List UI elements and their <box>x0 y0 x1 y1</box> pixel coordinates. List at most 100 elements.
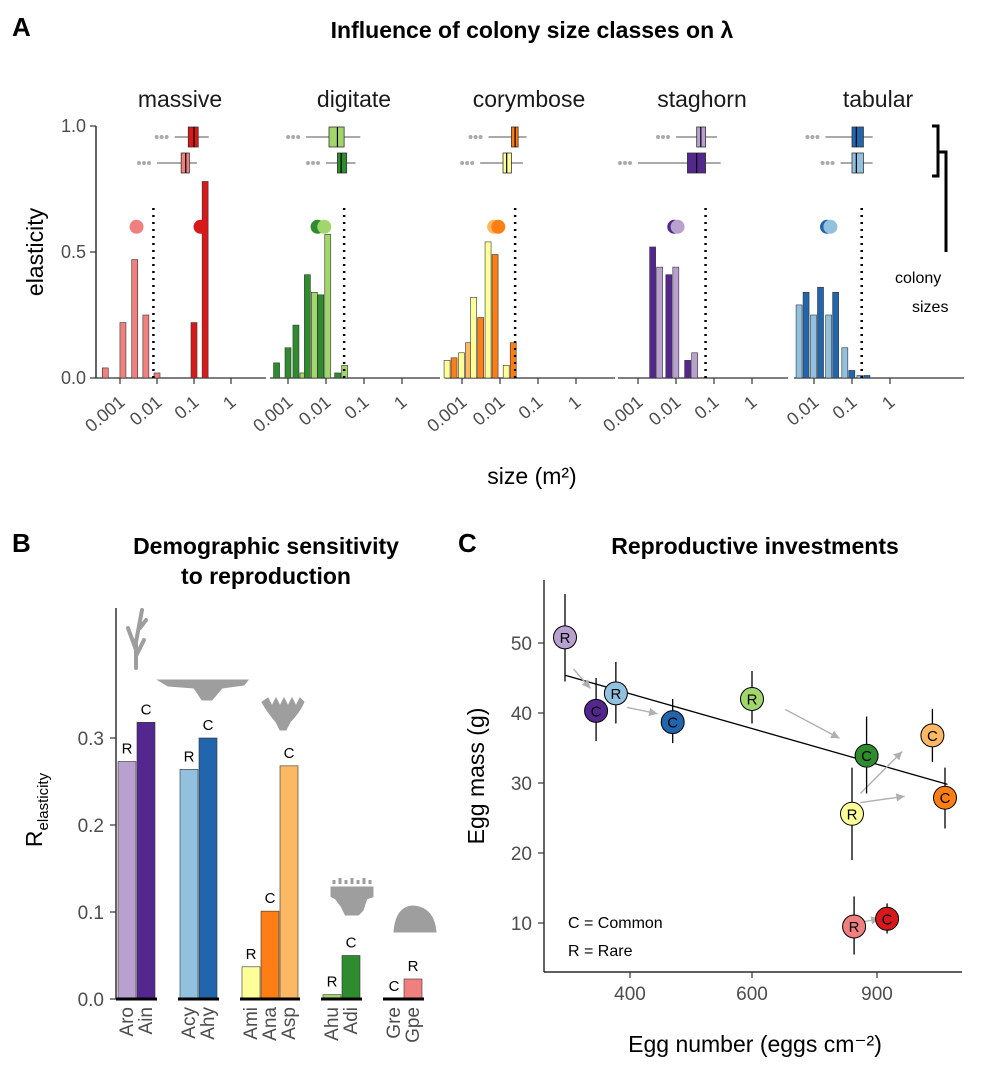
mean-size-point-Gre <box>193 219 208 234</box>
histogram-bar-Gpe <box>131 259 139 379</box>
boxplot-outlier <box>465 161 470 165</box>
panel-b-y-tick-label: 0.2 <box>78 816 104 837</box>
rate-bar-Ain <box>136 722 156 1000</box>
panel-c-y-tick-label: 30 <box>511 774 532 795</box>
boxplot-outlier <box>311 161 315 165</box>
panel-c-y-tick-label: 40 <box>511 704 532 725</box>
facet-label-tabular: tabular <box>843 86 914 112</box>
histogram-bar-Gpe <box>142 314 150 379</box>
panel-b-y-label: R <box>21 830 47 847</box>
mean-size-point-Ahu <box>317 219 332 234</box>
species-point-label-Gpe: R <box>849 919 860 936</box>
histogram-bar-Ahu <box>324 234 332 379</box>
boxplot-box-Acy <box>851 152 864 174</box>
facet-x-tick-label: 0.01 <box>126 392 166 430</box>
species-label-Ahu: Ahu <box>322 1007 343 1041</box>
histogram-bar-Gre <box>190 322 198 379</box>
species-pair-arrow <box>859 751 903 794</box>
species-point-label-Ain: C <box>591 703 602 720</box>
species-pair-arrow <box>860 793 905 804</box>
species-label-Adi: Adi <box>341 1007 362 1034</box>
histogram-bar-Ami <box>470 297 477 379</box>
facet-x-tick-label: 0.01 <box>645 392 685 430</box>
histogram-bar-Adi <box>292 324 300 379</box>
panel-c-x-label: Egg number (eggs cm⁻²) <box>628 1031 882 1057</box>
boxplot-outlier <box>628 161 632 165</box>
histogram-bar-Aro <box>691 352 698 379</box>
boxplot-outlier <box>810 135 815 139</box>
histogram-bar-Gpe <box>101 367 109 379</box>
panel-a-y-tick-label: 1.0 <box>61 116 86 136</box>
histogram-bar-Ami <box>443 360 451 379</box>
species-point-Gpe <box>842 914 867 939</box>
histogram-bar-Ahy <box>848 370 856 379</box>
species-point-label-Acy: R <box>610 686 621 703</box>
mean-size-point-Aro <box>670 219 685 234</box>
corymbose-silhouette-icon <box>261 696 305 731</box>
rate-bar-Ana <box>260 910 280 1000</box>
bracket-label-colony: colony <box>895 270 941 287</box>
boxplot-outlier <box>468 135 473 139</box>
histogram-bar-Ahy <box>863 375 871 379</box>
status-label-Aro: R <box>122 740 133 757</box>
species-label-Ami: Ami <box>241 1007 262 1040</box>
panel-a-y-label: elasticity <box>22 207 48 296</box>
boxplot-box-Gre <box>187 126 199 148</box>
species-point-Ami <box>840 801 864 826</box>
boxplot-outlier <box>815 135 820 139</box>
panel-c-x-tick-label: 900 <box>861 984 893 1005</box>
facet-x-tick-label: 1 <box>219 392 240 414</box>
histogram-bar-Ana <box>450 357 458 379</box>
panel-b-letter: B <box>12 528 31 558</box>
species-point-Ain <box>584 698 609 723</box>
histogram-bar-Ana <box>509 342 517 379</box>
boxplot-outlier <box>316 161 320 165</box>
species-point-Adi <box>854 743 879 768</box>
species-label-Asp: Asp <box>279 1007 300 1040</box>
histogram-bar-Ahy <box>832 292 839 379</box>
status-label-Asp: C <box>284 745 295 762</box>
species-point-Ahu <box>740 687 764 711</box>
panel-b-y-label-group: Relasticity <box>21 772 52 847</box>
species-label-Ana: Ana <box>260 1007 281 1041</box>
boxplot-outlier <box>661 135 665 139</box>
histogram-bar-Ana <box>491 254 499 379</box>
species-label-Aro: Aro <box>117 1007 138 1037</box>
species-point-Aro <box>553 625 577 650</box>
boxplot-box-Adi <box>337 152 348 174</box>
boxplot-outlier <box>306 161 310 165</box>
boxplot-outlier <box>291 135 296 139</box>
facet-label-corymbose: corymbose <box>473 86 585 112</box>
rate-bar-Gpe <box>403 978 423 1000</box>
facet-x-tick-label: 1 <box>564 392 585 414</box>
panel-a-x-label: size (m²) <box>487 463 576 489</box>
facet-x-tick-label: 0.1 <box>341 392 373 423</box>
facet-x-tick-label: 1 <box>740 392 761 414</box>
mean-size-point-Acy <box>823 219 838 234</box>
facet-x-tick-label: 0.1 <box>829 392 861 423</box>
panel-c-y-tick-label: 20 <box>511 844 532 865</box>
panel-b-y-label-sub: elasticity <box>35 772 52 830</box>
histogram-bar-Gpe <box>153 372 161 379</box>
panel-a-letter: A <box>12 12 31 42</box>
panel-a-y-tick-label: 0.0 <box>61 368 86 388</box>
rate-bar-Acy <box>179 769 199 1000</box>
boxplot-box-Ahy <box>851 126 864 148</box>
species-point-label-Ana: C <box>940 790 951 807</box>
panel-b-plot: 0.0 0.1 0.2 0.3 R Aro C Ain R Acy C Ahy R Ami C Ana C Asp… <box>78 608 437 1043</box>
facet-label-staghorn: staghorn <box>657 86 747 112</box>
mean-size-point-Gpe <box>129 219 144 234</box>
status-label-Ana: C <box>265 890 276 907</box>
facet-x-tick-label: 0.1 <box>691 392 723 423</box>
species-point-label-Aro: R <box>560 630 571 647</box>
panel-b-y-tick-label: 0.1 <box>78 903 104 924</box>
species-label-Gre: Gre <box>384 1007 405 1039</box>
histogram-bar-Gre <box>201 181 209 379</box>
species-point-label-Ahu: R <box>747 692 758 709</box>
rate-bar-Asp <box>279 765 299 1000</box>
